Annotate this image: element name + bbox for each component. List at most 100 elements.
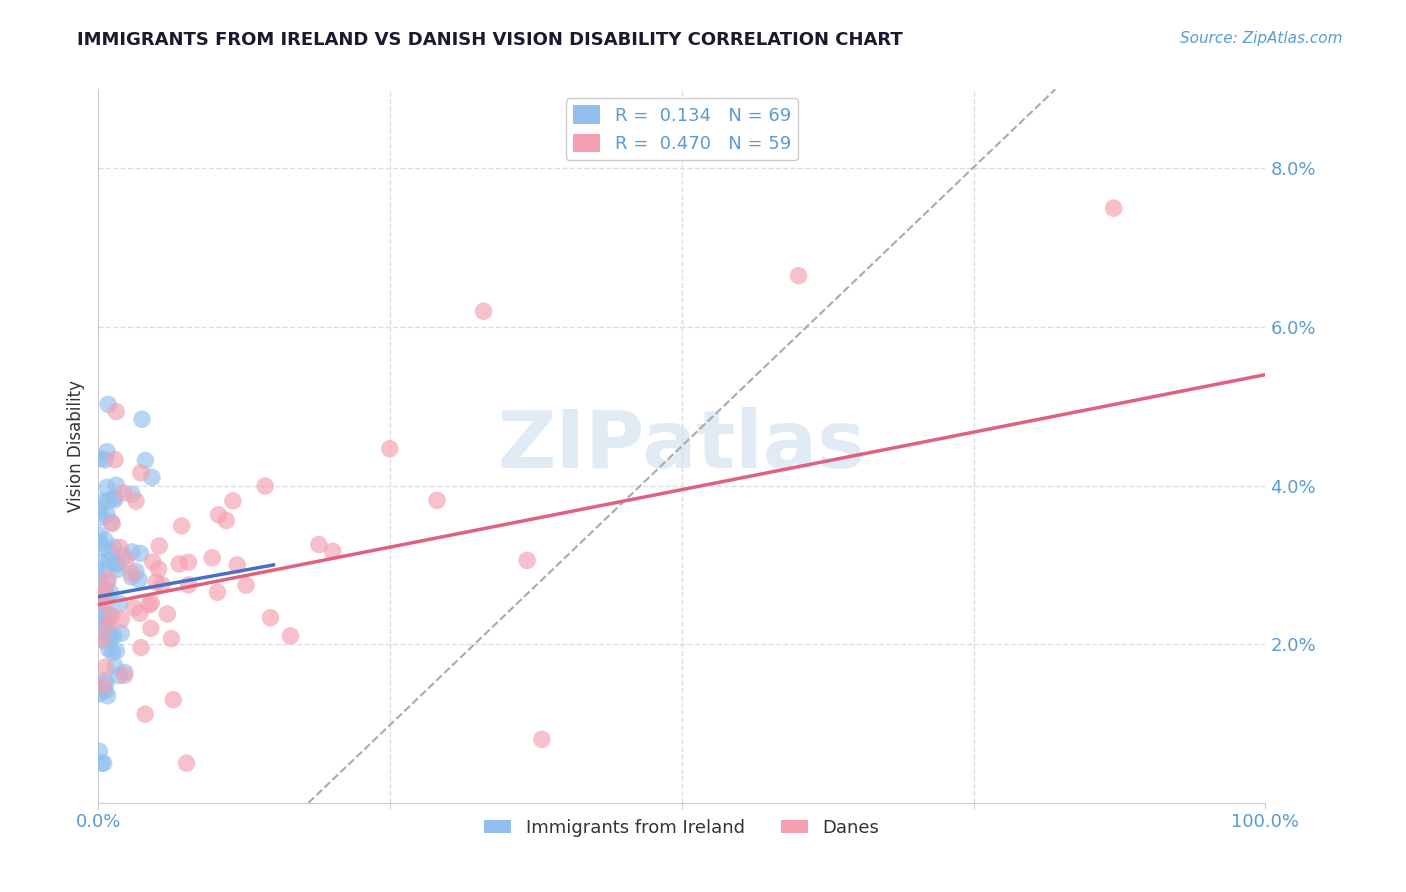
- Point: [162, 692, 184, 706]
- Point: [98, 585, 121, 599]
- Point: [101, 609, 124, 624]
- Point: [259, 611, 281, 625]
- Point: [87, 687, 110, 701]
- Point: [139, 621, 162, 635]
- Point: [97, 493, 120, 508]
- Point: [91, 682, 114, 697]
- Point: [93, 563, 115, 577]
- Point: [222, 493, 245, 508]
- Point: [89, 528, 111, 542]
- Point: [1102, 201, 1125, 215]
- Point: [89, 592, 111, 607]
- Point: [121, 545, 143, 559]
- Point: [97, 397, 120, 411]
- Point: [90, 632, 112, 646]
- Point: [97, 617, 120, 632]
- Point: [101, 516, 124, 531]
- Point: [90, 555, 112, 569]
- Point: [94, 453, 117, 467]
- Point: [91, 587, 114, 601]
- Point: [129, 546, 152, 560]
- Point: [90, 756, 112, 771]
- Point: [94, 582, 117, 597]
- Point: [472, 304, 495, 318]
- Point: [96, 444, 118, 458]
- Point: [101, 645, 124, 659]
- Point: [105, 644, 128, 658]
- Point: [145, 575, 167, 590]
- Point: [103, 540, 125, 554]
- Point: [280, 629, 302, 643]
- Point: [516, 553, 538, 567]
- Point: [103, 491, 125, 505]
- Point: [107, 558, 129, 572]
- Point: [103, 492, 125, 507]
- Point: [170, 519, 193, 533]
- Y-axis label: Vision Disability: Vision Disability: [66, 380, 84, 512]
- Point: [110, 612, 132, 626]
- Point: [530, 732, 553, 747]
- Point: [322, 544, 344, 558]
- Point: [112, 549, 135, 564]
- Point: [125, 565, 148, 579]
- Point: [91, 602, 114, 616]
- Point: [94, 533, 117, 547]
- Point: [104, 659, 127, 673]
- Point: [91, 541, 114, 556]
- Point: [103, 629, 125, 643]
- Point: [94, 673, 117, 688]
- Point: [207, 508, 229, 522]
- Point: [98, 544, 121, 558]
- Point: [97, 626, 120, 640]
- Point: [97, 627, 120, 641]
- Point: [90, 510, 112, 524]
- Point: [105, 478, 128, 492]
- Point: [97, 572, 120, 586]
- Point: [125, 494, 148, 508]
- Point: [110, 626, 132, 640]
- Point: [150, 578, 173, 592]
- Point: [115, 553, 138, 567]
- Point: [94, 684, 117, 698]
- Point: [98, 607, 121, 622]
- Point: [134, 453, 156, 467]
- Point: [142, 555, 165, 569]
- Point: [87, 572, 110, 586]
- Point: [121, 487, 143, 501]
- Point: [121, 570, 143, 584]
- Point: [104, 452, 127, 467]
- Point: [176, 756, 198, 771]
- Point: [114, 668, 136, 682]
- Point: [108, 668, 131, 682]
- Point: [91, 616, 114, 631]
- Point: [128, 606, 150, 620]
- Point: [207, 585, 229, 599]
- Point: [108, 597, 131, 611]
- Point: [148, 539, 170, 553]
- Point: [105, 562, 128, 576]
- Point: [226, 558, 249, 572]
- Point: [96, 575, 118, 590]
- Point: [787, 268, 810, 283]
- Point: [96, 508, 118, 522]
- Point: [91, 494, 114, 508]
- Point: [89, 502, 111, 516]
- Point: [141, 470, 163, 484]
- Text: IMMIGRANTS FROM IRELAND VS DANISH VISION DISABILITY CORRELATION CHART: IMMIGRANTS FROM IRELAND VS DANISH VISION…: [77, 31, 903, 49]
- Point: [89, 451, 111, 466]
- Point: [94, 587, 117, 601]
- Point: [141, 596, 163, 610]
- Point: [105, 404, 128, 418]
- Point: [148, 562, 170, 576]
- Point: [254, 479, 277, 493]
- Point: [112, 485, 135, 500]
- Point: [97, 642, 120, 657]
- Point: [131, 412, 153, 426]
- Point: [108, 541, 131, 555]
- Point: [97, 555, 120, 569]
- Point: [93, 756, 115, 771]
- Legend: Immigrants from Ireland, Danes: Immigrants from Ireland, Danes: [477, 812, 887, 844]
- Point: [177, 555, 200, 569]
- Point: [96, 626, 118, 640]
- Point: [177, 578, 200, 592]
